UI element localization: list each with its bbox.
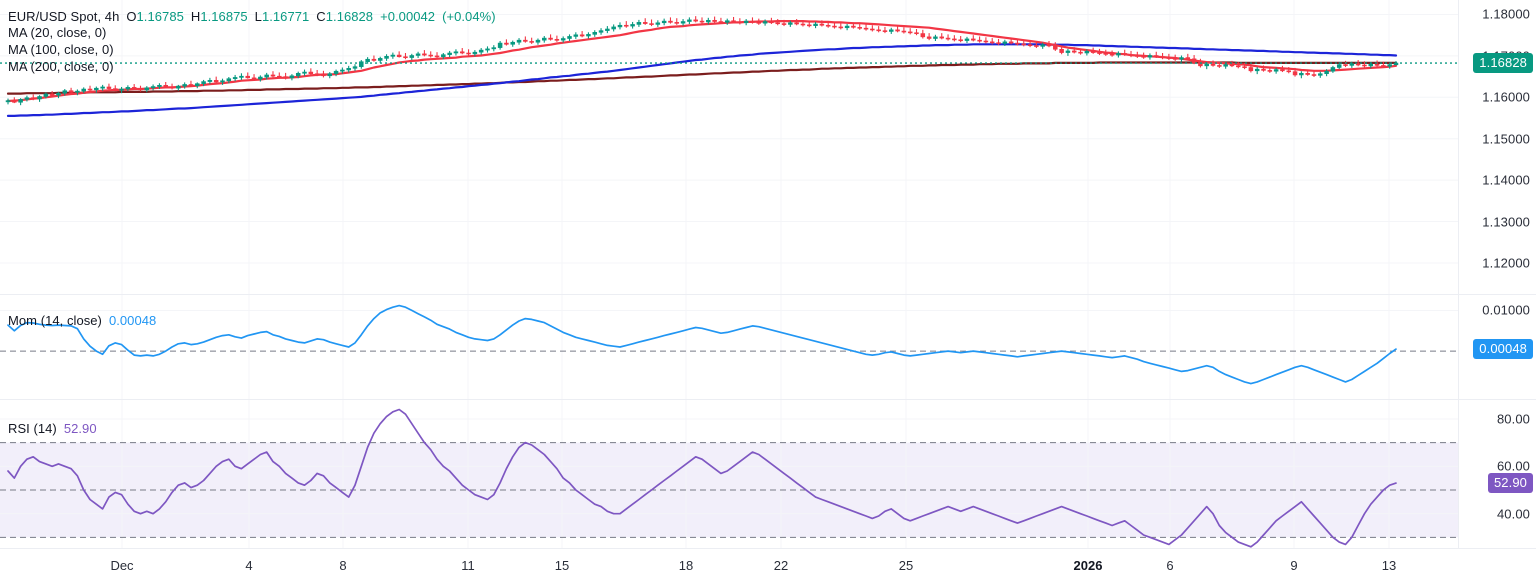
momentum-axis[interactable]: 0.01000 0.00048 xyxy=(1458,295,1536,399)
time-axis-tick-3: 11 xyxy=(461,558,475,573)
symbol-label: EUR/USD Spot, 4h xyxy=(8,9,120,24)
price-axis-label-2: 1.16000 xyxy=(1482,89,1530,105)
momentum-label: Mom (14, close) xyxy=(8,313,102,328)
ohlc-l-value: 1.16771 xyxy=(261,9,310,24)
price-axis-label-5: 1.13000 xyxy=(1482,214,1530,230)
ohlc-c-value: 1.16828 xyxy=(325,9,374,24)
time-axis-tick-0: Dec xyxy=(110,558,134,573)
ma200-legend: MA (200, close, 0) xyxy=(8,59,114,74)
time-axis-tick-4: 15 xyxy=(554,558,570,573)
ohlc-o-value: 1.16785 xyxy=(136,9,184,24)
momentum-chart-svg[interactable] xyxy=(0,295,1458,399)
rsi-axis-label-1: 60.00 xyxy=(1496,458,1530,474)
price-axis-label-3: 1.15000 xyxy=(1482,131,1530,147)
time-axis-tick-8: 2026 xyxy=(1073,558,1103,573)
panel-separator-2 xyxy=(0,399,1536,400)
momentum-axis-label-0: 0.01000 xyxy=(1482,302,1530,318)
ohlc-o-label: O xyxy=(126,9,137,24)
price-axis-label-4: 1.14000 xyxy=(1482,172,1530,188)
change-percent: (+0.04%) xyxy=(442,9,496,24)
time-axis-tick-1: 4 xyxy=(245,558,253,573)
panel-separator-1 xyxy=(0,294,1536,295)
ma20-legend: MA (20, close, 0) xyxy=(8,25,107,40)
price-axis-label-0: 1.18000 xyxy=(1482,6,1530,22)
momentum-value: 0.00048 xyxy=(108,313,157,328)
rsi-legend: RSI (14) 52.90 xyxy=(8,421,97,436)
ohlc-l-label: L xyxy=(254,9,262,24)
time-axis-tick-7: 25 xyxy=(898,558,914,573)
rsi-value: 52.90 xyxy=(63,421,97,436)
price-axis-label-6: 1.12000 xyxy=(1482,255,1530,271)
price-axis[interactable]: 1.180001.170001.160001.150001.140001.130… xyxy=(1458,0,1536,294)
time-axis-tick-9: 6 xyxy=(1166,558,1174,573)
time-axis-tick-11: 13 xyxy=(1381,558,1397,573)
rsi-axis-label-0: 80.00 xyxy=(1496,411,1530,427)
price-legend-symbol: EUR/USD Spot, 4h O1.16785 H1.16875 L1.16771… xyxy=(8,9,496,24)
rsi-label: RSI (14) xyxy=(8,421,57,436)
momentum-panel xyxy=(0,295,1458,399)
panel-separator-3 xyxy=(0,548,1536,549)
rsi-axis[interactable]: 80.00 60.00 40.00 52.90 xyxy=(1458,400,1536,548)
momentum-value-badge[interactable]: 0.00048 xyxy=(1473,339,1533,360)
rsi-chart-svg[interactable] xyxy=(0,400,1458,548)
price-panel xyxy=(0,0,1458,294)
time-axis-tick-5: 18 xyxy=(678,558,694,573)
time-axis-tick-10: 9 xyxy=(1290,558,1298,573)
time-axis-tick-2: 8 xyxy=(339,558,347,573)
ohlc-h-value: 1.16875 xyxy=(200,9,248,24)
price-chart-svg[interactable] xyxy=(0,0,1458,294)
rsi-axis-label-2: 40.00 xyxy=(1496,506,1530,522)
rsi-value-badge[interactable]: 52.90 xyxy=(1487,473,1533,494)
current-price-badge[interactable]: 1.16828 xyxy=(1473,53,1533,74)
ohlc-c-label: C xyxy=(316,9,326,24)
momentum-legend: Mom (14, close) 0.00048 xyxy=(8,313,156,328)
axis-divider xyxy=(1458,0,1459,548)
ma100-legend: MA (100, close, 0) xyxy=(8,42,114,57)
rsi-panel xyxy=(0,400,1458,548)
ohlc-h-label: H xyxy=(190,9,201,24)
time-axis-tick-6: 22 xyxy=(773,558,789,573)
change-value: +0.00042 xyxy=(380,9,436,24)
time-axis[interactable]: Dec 4 8 11 15 18 22 25 2026 6 9 13 xyxy=(0,549,1458,583)
